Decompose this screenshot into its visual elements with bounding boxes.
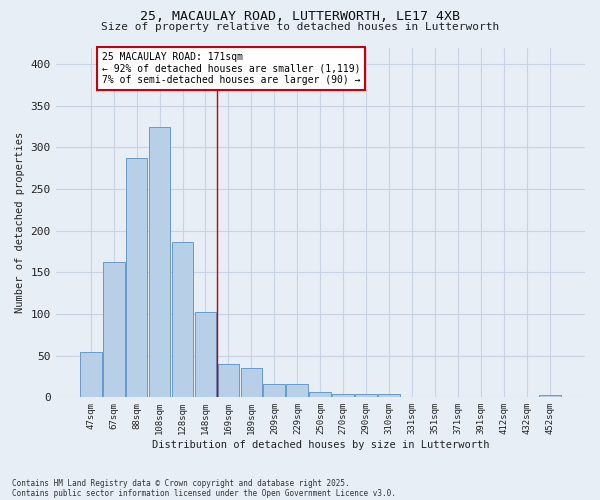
Bar [379,394,400,398]
Text: Contains HM Land Registry data © Crown copyright and database right 2025.: Contains HM Land Registry data © Crown c… [12,478,350,488]
X-axis label: Distribution of detached houses by size in Lutterworth: Distribution of detached houses by size … [152,440,489,450]
Bar [103,262,125,398]
Bar [263,384,286,398]
Bar [241,368,262,398]
Bar [332,394,354,398]
Bar [194,312,217,398]
Text: Size of property relative to detached houses in Lutterworth: Size of property relative to detached ho… [101,22,499,32]
Y-axis label: Number of detached properties: Number of detached properties [15,132,25,313]
Bar [355,394,377,398]
Bar [218,364,239,398]
Text: Contains public sector information licensed under the Open Government Licence v3: Contains public sector information licen… [12,488,396,498]
Text: 25 MACAULAY ROAD: 171sqm
← 92% of detached houses are smaller (1,119)
7% of semi: 25 MACAULAY ROAD: 171sqm ← 92% of detach… [102,52,361,85]
Text: 25, MACAULAY ROAD, LUTTERWORTH, LE17 4XB: 25, MACAULAY ROAD, LUTTERWORTH, LE17 4XB [140,10,460,23]
Bar [172,242,193,398]
Bar [286,384,308,398]
Bar [125,158,148,398]
Bar [310,392,331,398]
Bar [80,352,101,398]
Bar [539,395,561,398]
Bar [149,126,170,398]
